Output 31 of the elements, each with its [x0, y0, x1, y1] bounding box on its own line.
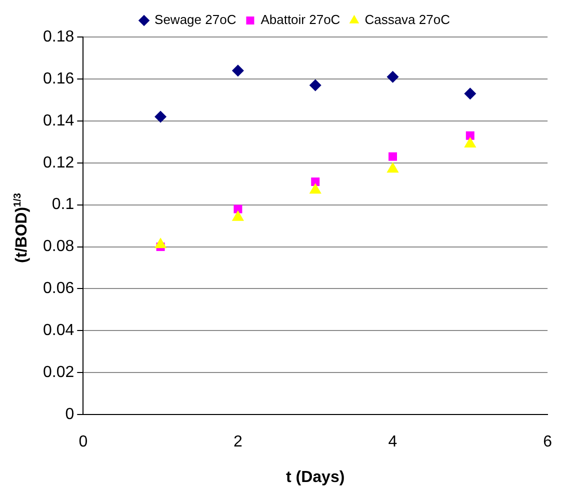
point	[386, 70, 399, 83]
point	[309, 183, 322, 194]
x-axis-title: t (Days)	[286, 468, 345, 486]
y-tick-label: 0.14	[43, 112, 74, 130]
y-tick-label: 0.08	[43, 238, 74, 256]
point	[154, 110, 167, 123]
legend-label: Cassava 27oC	[364, 12, 450, 28]
legend-label: Abattoir 27oC	[260, 12, 340, 28]
y-tick-label: 0.18	[43, 28, 74, 46]
y-tick-label: 0.04	[43, 322, 74, 340]
y-tick-label: 0.06	[43, 280, 74, 298]
point	[154, 238, 167, 248]
legend-label: Sewage 27oC	[154, 12, 236, 28]
y-tick-label: 0.16	[43, 70, 74, 88]
point	[232, 64, 244, 77]
point	[388, 152, 397, 161]
y-tick-label: 0.02	[43, 364, 74, 382]
point	[466, 131, 474, 140]
point	[386, 162, 399, 173]
y-tick-label: 0.1	[52, 196, 74, 214]
point	[309, 79, 322, 92]
x-tick-label: 6	[543, 434, 552, 451]
point	[311, 178, 320, 186]
x-tick-label: 4	[388, 434, 398, 451]
point	[234, 204, 242, 214]
x-tick-label: 2	[233, 434, 242, 451]
point	[464, 88, 476, 100]
y-tick-label: 0.12	[43, 154, 74, 172]
x-tick-label: 0	[78, 434, 88, 451]
point	[232, 210, 244, 221]
y-tick-label: 0	[65, 406, 74, 424]
